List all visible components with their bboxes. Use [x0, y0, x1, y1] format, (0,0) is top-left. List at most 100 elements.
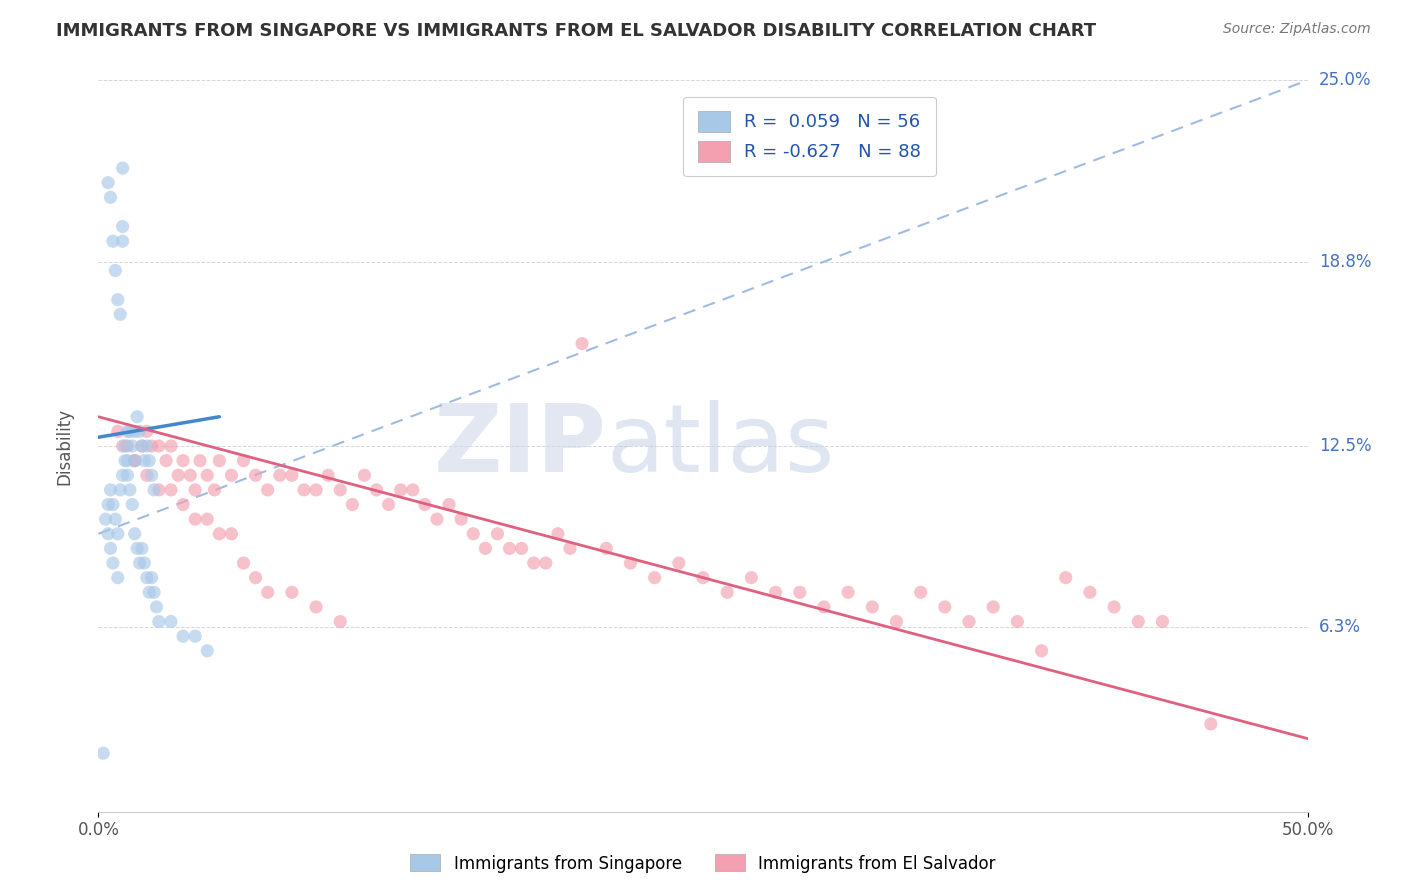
Point	[184, 483, 207, 497]
Point	[111, 219, 134, 234]
Point	[117, 425, 139, 439]
Point	[329, 615, 352, 629]
Legend: Immigrants from Singapore, Immigrants from El Salvador: Immigrants from Singapore, Immigrants fr…	[404, 847, 1002, 880]
Point	[179, 468, 201, 483]
Point	[117, 439, 139, 453]
Point	[118, 425, 141, 439]
Point	[256, 585, 278, 599]
Point	[101, 234, 124, 248]
Point	[155, 453, 177, 467]
Point	[100, 483, 122, 497]
Point	[910, 585, 932, 599]
Point	[104, 263, 127, 277]
Text: IMMIGRANTS FROM SINGAPORE VS IMMIGRANTS FROM EL SALVADOR DISABILITY CORRELATION : IMMIGRANTS FROM SINGAPORE VS IMMIGRANTS …	[56, 22, 1097, 40]
Point	[94, 512, 117, 526]
Point	[114, 439, 136, 453]
Point	[135, 439, 157, 453]
Point	[765, 585, 787, 599]
Point	[148, 615, 170, 629]
Point	[486, 526, 509, 541]
Point	[101, 498, 124, 512]
Point	[107, 526, 129, 541]
Point	[97, 526, 120, 541]
Point	[111, 439, 134, 453]
Point	[131, 439, 153, 453]
Point	[143, 483, 166, 497]
Point	[1199, 717, 1222, 731]
Point	[121, 439, 143, 453]
Point	[1078, 585, 1101, 599]
Point	[160, 439, 183, 453]
Text: atlas: atlas	[606, 400, 835, 492]
Text: Disability: Disability	[56, 408, 73, 484]
Point	[128, 556, 150, 570]
Point	[134, 556, 156, 570]
Point	[118, 483, 141, 497]
Point	[837, 585, 859, 599]
Point	[316, 468, 339, 483]
Point	[740, 571, 762, 585]
Text: 12.5%: 12.5%	[1319, 437, 1371, 455]
Point	[221, 468, 243, 483]
Point	[692, 571, 714, 585]
Point	[127, 409, 149, 424]
Point	[886, 615, 908, 629]
Point	[148, 483, 170, 497]
Point	[204, 483, 226, 497]
Point	[124, 526, 146, 541]
Point	[148, 439, 170, 453]
Point	[141, 468, 163, 483]
Point	[188, 453, 211, 467]
Point	[111, 468, 134, 483]
Point	[121, 498, 143, 512]
Point	[547, 526, 569, 541]
Point	[534, 556, 557, 570]
Point	[138, 585, 160, 599]
Point	[131, 439, 153, 453]
Point	[221, 526, 243, 541]
Text: 25.0%: 25.0%	[1319, 71, 1371, 89]
Point	[789, 585, 811, 599]
Point	[111, 161, 134, 175]
Point	[124, 453, 146, 467]
Point	[860, 599, 883, 614]
Point	[498, 541, 520, 556]
Point	[172, 453, 194, 467]
Point	[134, 453, 156, 467]
Point	[145, 599, 167, 614]
Point	[208, 526, 231, 541]
Point	[426, 512, 449, 526]
Point	[124, 425, 146, 439]
Point	[413, 498, 436, 512]
Point	[141, 571, 163, 585]
Point	[245, 468, 267, 483]
Point	[245, 571, 267, 585]
Point	[135, 468, 157, 483]
Point	[644, 571, 666, 585]
Point	[305, 599, 328, 614]
Point	[135, 571, 157, 585]
Point	[353, 468, 375, 483]
Point	[1128, 615, 1150, 629]
Point	[117, 468, 139, 483]
Point	[523, 556, 546, 570]
Point	[195, 512, 218, 526]
Point	[114, 453, 136, 467]
Point	[1102, 599, 1125, 614]
Point	[172, 629, 194, 643]
Point	[131, 541, 153, 556]
Text: Source: ZipAtlas.com: Source: ZipAtlas.com	[1223, 22, 1371, 37]
Point	[195, 468, 218, 483]
Point	[329, 483, 352, 497]
Point	[269, 468, 291, 483]
Point	[141, 439, 163, 453]
Point	[510, 541, 533, 556]
Point	[117, 453, 139, 467]
Point	[232, 556, 254, 570]
Point	[377, 498, 399, 512]
Point	[402, 483, 425, 497]
Point	[160, 615, 183, 629]
Point	[474, 541, 496, 556]
Point	[957, 615, 980, 629]
Point	[256, 483, 278, 497]
